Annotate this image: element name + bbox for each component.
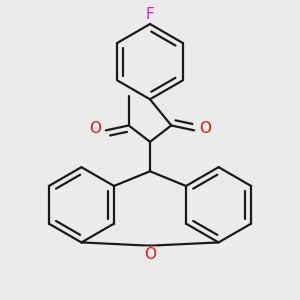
Text: O: O <box>144 248 156 262</box>
Text: F: F <box>146 7 154 22</box>
Text: O: O <box>89 121 101 136</box>
Text: O: O <box>199 121 211 136</box>
